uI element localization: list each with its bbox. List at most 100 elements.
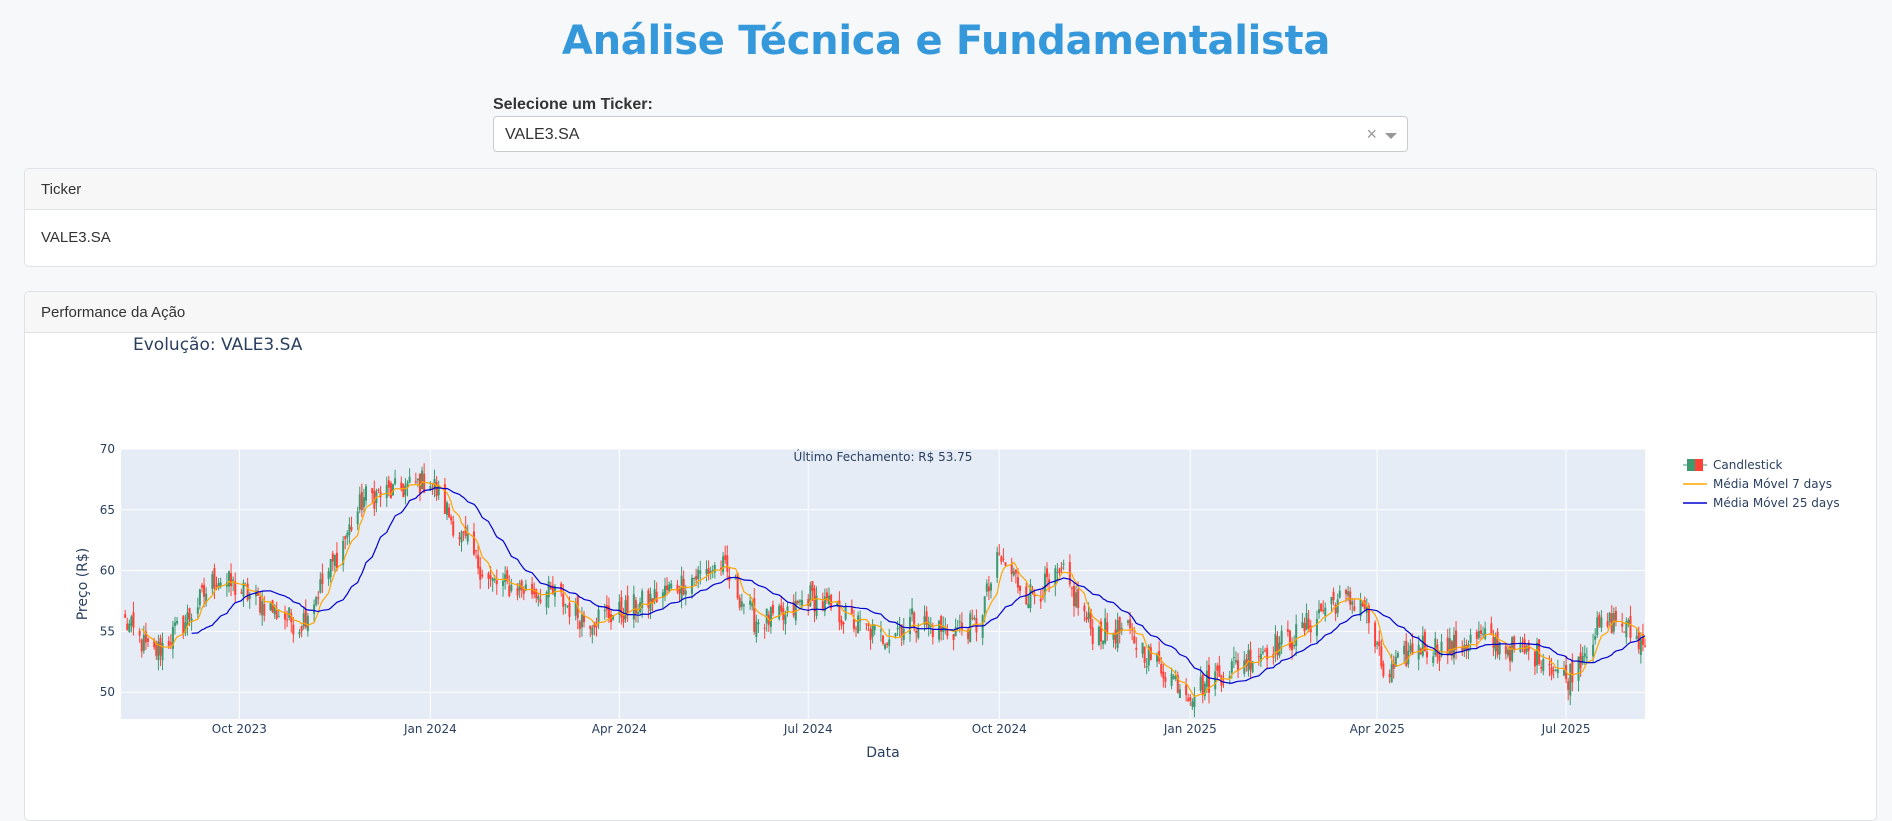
candle-body [520,580,523,591]
candle-body [491,578,494,582]
candle-body [302,613,305,627]
candle-body [1592,644,1595,657]
candle-body [1403,645,1406,655]
candle-body [1396,653,1399,658]
candle-body [132,612,135,628]
candle-body [1635,636,1638,640]
candle-body [850,606,853,614]
candle-body [227,571,230,587]
candle-body [144,631,147,643]
candle-body [460,531,463,543]
candle-body [740,601,743,607]
candle-body [479,566,482,580]
candle-body [1367,605,1370,624]
candle-body [1174,675,1177,679]
candle-body [518,583,521,591]
candle-body [188,608,191,620]
candle-body [676,584,679,592]
candle-body [1585,656,1588,658]
candle-body [1102,640,1105,645]
candle-body [1073,585,1076,607]
candle-body [1554,669,1557,671]
candle-body [1027,604,1030,609]
candle-body [825,592,828,601]
candle-body [360,491,363,511]
candle-body [940,616,943,632]
candle-body [423,473,426,493]
candle-body [1477,631,1480,638]
candle-body [589,625,592,629]
candle-body [248,595,251,599]
candle-body [329,559,332,578]
price-chart[interactable]: 50 55 60 65 70 Oct 2023 Jan 2024 Apr 2024 Jul 20… [25,292,1877,821]
candle-body [408,476,411,483]
candle-body [462,531,465,533]
x-tick-label: Apr 2024 [592,722,647,736]
candle-body [1029,584,1032,608]
candle-body [624,600,627,620]
candle-body [973,617,976,620]
candle-body [508,585,511,597]
candle-body [879,630,882,632]
candle-body [1218,665,1221,677]
candle-body [1440,641,1443,657]
candle-body [1594,636,1597,640]
candle-body [157,641,160,661]
candle-body [215,585,218,587]
candle-body [159,637,162,656]
candle-body [1571,659,1574,683]
candle-body [1085,617,1088,620]
candle-body [205,593,208,603]
candle-body [472,531,475,555]
candle-body [153,640,156,648]
candle-body [938,620,941,640]
candle-body [1114,629,1117,644]
candle-body [1347,591,1350,596]
ticker-select[interactable]: VALE3.SA × [493,116,1408,152]
candle-body [981,615,984,638]
candle-body [798,600,801,603]
candle-body [186,612,189,626]
candle-body [1511,637,1514,661]
candle-body [1164,677,1167,682]
candle-body [1193,695,1196,708]
clear-icon[interactable]: × [1366,124,1377,144]
candle-body [155,643,158,656]
candle-body [894,633,897,637]
candle-body [535,589,538,599]
candle-body [1363,600,1366,609]
candle-body [1012,571,1015,576]
candle-body [873,625,876,631]
candle-body [896,628,899,630]
chevron-down-icon[interactable] [1385,133,1397,139]
candle-body [377,489,380,491]
candle-body [678,588,681,594]
candle-body [1234,660,1237,663]
candle-body [1002,558,1005,560]
candle-body [292,624,295,635]
candle-body [1438,655,1441,662]
candle-body [161,642,164,661]
candle-body [823,596,826,612]
candle-body [319,579,322,593]
candle-body [1361,603,1364,606]
candle-body [138,630,141,636]
candle-body [269,603,272,611]
candle-body [1344,589,1348,595]
candle-body [1608,612,1611,622]
candle-body [1394,656,1397,667]
candle-body [261,601,264,616]
candle-body [722,556,725,573]
candle-body [263,604,266,616]
candle-body [547,581,550,598]
candle-body [217,582,220,589]
candle-body [203,584,206,597]
candle-body [1199,676,1202,691]
candle-body [277,616,280,618]
candle-body [493,578,496,581]
candle-body [840,620,843,626]
candle-body [1301,621,1304,629]
candle-body [1621,623,1624,627]
candle-body [1627,620,1630,625]
candle-body [173,622,176,626]
